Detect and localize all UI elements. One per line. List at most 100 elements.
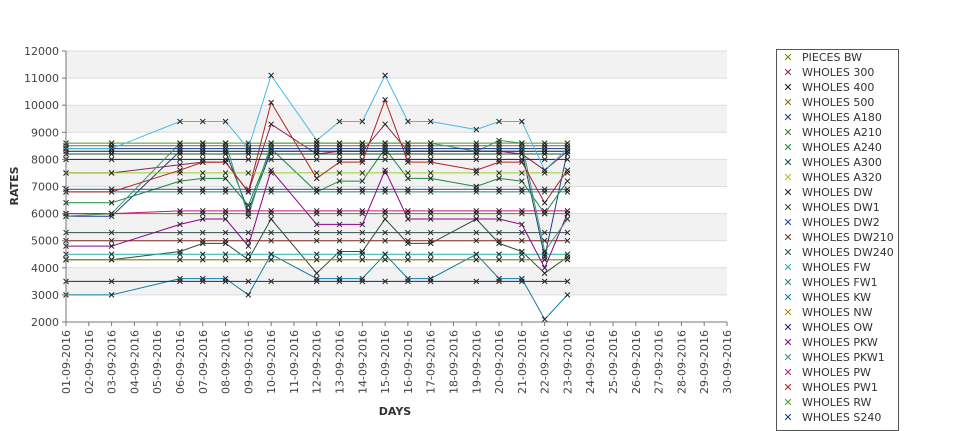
legend-marker-icon: ✕ [783,321,793,334]
y-tick-label: 9000 [31,126,59,139]
axes: 2000 3000 4000 5000 6000 7000 8000 9000 10000 110… [24,45,734,394]
data-point [222,145,229,152]
data-point [108,278,115,285]
data-point [313,175,320,182]
data-point [245,151,252,157]
legend-label: WHOLES NW [802,306,873,319]
legend-item: ✕ WHOLES FW [777,260,898,275]
data-point [473,145,480,152]
legend-marker-icon: ✕ [783,291,793,304]
y-tick-label: 3000 [31,289,59,302]
plot-band [66,213,727,241]
data-point [496,251,502,258]
x-tick-label: 06-09-2016 [174,330,187,394]
x-tick-label: 04-09-2016 [128,330,141,394]
data-point [473,251,480,258]
data-point [496,151,502,157]
data-point [427,140,434,146]
data-point [108,251,115,258]
legend-item: ✕ WHOLES NW [777,305,898,320]
series-wholes-pw1 [63,96,571,206]
data-point [405,159,411,165]
series-wholes-a300 [63,151,571,157]
legend-item: ✕ WHOLES A300 [777,155,898,170]
data-point [496,229,502,236]
data-point [268,151,274,157]
data-point [496,278,502,285]
series-lines [63,72,571,323]
data-point [382,256,388,263]
data-point [541,248,548,255]
data-point [177,221,183,228]
legend-label: WHOLES PKW1 [802,351,885,364]
legend-label: WHOLES DW240 [802,246,894,259]
legend-label: WHOLES PW [802,366,871,379]
data-point [541,278,548,285]
data-point [177,118,183,125]
data-point [222,159,229,165]
data-point [519,278,525,285]
data-point [108,145,115,152]
data-point [382,140,388,146]
data-point [427,189,434,195]
x-tick-label: 10-09-2016 [265,330,278,394]
data-point [519,140,525,146]
data-point [245,243,252,249]
data-point [564,140,571,146]
data-point [336,251,343,258]
data-point [359,229,366,236]
data-point [336,151,343,157]
data-point [519,178,525,184]
series-line [66,74,568,172]
data-point [473,216,480,222]
data-point [382,96,388,103]
legend-label: WHOLES A300 [802,156,882,169]
series-line [66,210,568,215]
data-point [541,264,548,271]
legend-marker-icon: ✕ [783,261,793,274]
x-tick-label: 19-09-2016 [470,330,483,394]
legend-label: WHOLES DW210 [802,231,894,244]
data-point [519,256,525,263]
data-point [108,237,115,244]
data-point [519,189,525,195]
data-point [359,140,366,146]
data-point [268,229,274,236]
data-point [564,178,571,184]
data-point [405,145,411,152]
legend-marker-icon: ✕ [783,231,793,244]
data-point [427,278,434,285]
data-point [177,251,183,258]
legend-item: ✕ WHOLES DW1 [777,200,898,215]
legend-label: WHOLES PKW [802,336,878,349]
x-tick-label: 02-09-2016 [83,330,96,394]
x-axis-label: DAYS [379,405,412,418]
x-tick-label: 27-09-2016 [653,330,666,394]
data-point [541,151,548,157]
data-point [108,189,115,195]
data-point [564,208,571,214]
x-tick-label: 09-09-2016 [242,330,255,394]
data-point [519,208,525,214]
legend-marker-icon: ✕ [783,246,793,259]
data-point [222,256,229,263]
data-point [268,237,274,244]
legend-item: ✕ WHOLES A180 [777,110,898,125]
legend-item: ✕ PIECES BW [777,50,898,65]
plot-band [66,78,727,106]
data-point [427,170,434,176]
data-point [199,256,206,263]
data-point [519,118,525,125]
legend-label: WHOLES A240 [802,141,882,154]
data-point [199,229,206,236]
data-point [245,278,252,285]
series-line [66,218,568,274]
data-point [177,145,183,152]
data-point [177,189,183,195]
data-point [564,151,571,157]
data-point [473,237,480,244]
data-point [405,140,411,146]
data-point [336,145,343,152]
legend-item: ✕ WHOLES KW [777,290,898,305]
data-point [519,159,525,165]
